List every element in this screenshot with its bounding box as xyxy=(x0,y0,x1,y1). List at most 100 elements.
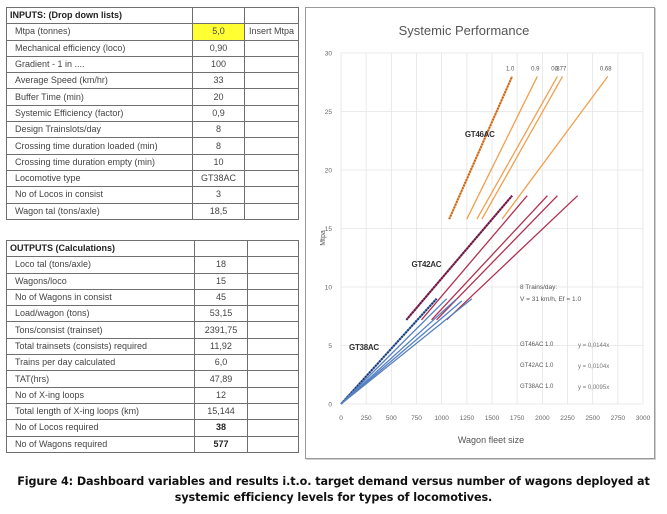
row-label: Crossing time duration empty (min) xyxy=(7,154,193,170)
header-empty-cell xyxy=(247,241,298,257)
note-cell: Insert Mtpa xyxy=(244,24,298,40)
row-label: Mtpa (tonnes) xyxy=(7,24,193,40)
row-label: Systemic Efficiency (factor) xyxy=(7,105,193,121)
empty-cell xyxy=(247,257,298,273)
table-row: Total trainsets (consists) required11,92 xyxy=(7,338,299,354)
table-row: Wagon tal (tons/axle)18,5 xyxy=(7,203,299,219)
row-label: No of Wagons required xyxy=(7,436,195,452)
caption-line-1: Figure 4: Dashboard variables and result… xyxy=(0,474,667,490)
table-row: Locomotive typeGT38AC xyxy=(7,170,299,186)
empty-cell xyxy=(247,338,298,354)
row-label: Crossing time duration loaded (min) xyxy=(7,138,193,154)
table-row: Wagons/loco15 xyxy=(7,273,299,289)
x-tick-label: 3000 xyxy=(636,415,651,422)
input-value-cell[interactable]: 100 xyxy=(193,56,245,72)
row-label: Gradient - 1 in .... xyxy=(7,56,193,72)
table-row: No of Locos required38 xyxy=(7,420,299,436)
header-empty-cell xyxy=(244,8,298,24)
output-value-cell: 12 xyxy=(195,387,248,403)
series-line-gt46ac-0-77 xyxy=(482,76,563,219)
row-label: Trains per day calculated xyxy=(7,355,195,371)
x-tick-label: 500 xyxy=(386,415,397,422)
y-tick-label: 20 xyxy=(325,168,333,175)
y-tick-label: 5 xyxy=(328,343,332,350)
input-value-cell[interactable]: 3 xyxy=(193,187,245,203)
x-tick-label: 1750 xyxy=(510,415,525,422)
table-row: Design Trainslots/day8 xyxy=(7,122,299,138)
y-tick-label: 30 xyxy=(325,51,333,58)
empty-cell xyxy=(247,387,298,403)
figure-caption: Figure 4: Dashboard variables and result… xyxy=(0,474,667,506)
input-value-cell[interactable]: 0,9 xyxy=(193,105,245,121)
input-value-cell[interactable]: 10 xyxy=(193,154,245,170)
table-row: Total length of X-ing loops (km)15,144 xyxy=(7,403,299,419)
note-line-1: 8 Trains/day: xyxy=(520,284,557,291)
output-value-cell: 6,0 xyxy=(195,355,248,371)
y-tick-label: 0 xyxy=(328,402,332,409)
x-tick-label: 1000 xyxy=(434,415,449,422)
chart-title: Systemic Performance xyxy=(399,23,530,38)
output-value-cell: 15,144 xyxy=(195,403,248,419)
efficiency-label: 1.0 xyxy=(506,66,515,72)
empty-cell xyxy=(247,436,298,452)
row-label: Load/wagon (tons) xyxy=(7,306,195,322)
input-value-cell[interactable]: 0,90 xyxy=(193,40,245,56)
table-header: OUTPUTS (Calculations) xyxy=(7,241,195,257)
table-row: Crossing time duration empty (min)10 xyxy=(7,154,299,170)
efficiency-label: 0.68 xyxy=(600,66,612,72)
row-label: Locomotive type xyxy=(7,170,193,186)
series-line-gt38ac-0-77 xyxy=(341,301,462,404)
row-label: Design Trainslots/day xyxy=(7,122,193,138)
y-axis-title: Mtpa xyxy=(320,230,327,246)
row-label: Average Speed (km/hr) xyxy=(7,73,193,89)
efficiency-label: 0.77 xyxy=(555,66,567,72)
input-value-cell[interactable]: 20 xyxy=(193,89,245,105)
output-value-cell: 47,89 xyxy=(195,371,248,387)
empty-cell xyxy=(244,40,298,56)
output-value-cell: 2391,75 xyxy=(195,322,248,338)
empty-cell xyxy=(247,322,298,338)
inputs-table: INPUTS: (Drop down lists)Mtpa (tonnes)5,… xyxy=(6,7,299,220)
row-label: No of Wagons in consist xyxy=(7,289,195,305)
output-value-cell: 38 xyxy=(195,420,248,436)
row-label: Total length of X-ing loops (km) xyxy=(7,403,195,419)
x-tick-label: 2250 xyxy=(560,415,575,422)
table-row: Tons/consist (trainset)2391,75 xyxy=(7,322,299,338)
table-row: Systemic Efficiency (factor)0,9 xyxy=(7,105,299,121)
input-value-cell[interactable]: 33 xyxy=(193,73,245,89)
empty-cell xyxy=(244,73,298,89)
table-row: Mechanical efficiency (loco)0,90 xyxy=(7,40,299,56)
x-axis-title: Wagon fleet size xyxy=(458,435,524,445)
row-label: Tons/consist (trainset) xyxy=(7,322,195,338)
input-value-cell[interactable]: 8 xyxy=(193,138,245,154)
table-row: Mtpa (tonnes)5,0Insert Mtpa xyxy=(7,24,299,40)
output-value-cell: 53,15 xyxy=(195,306,248,322)
chart-panel: Systemic Performance 0250500750100012501… xyxy=(305,7,655,459)
input-value-cell[interactable]: GT38AC xyxy=(193,170,245,186)
group-label: GT42AC xyxy=(411,260,441,269)
empty-cell xyxy=(247,289,298,305)
equation-series-label: GT38AC 1.0 xyxy=(520,384,554,390)
header-empty-cell xyxy=(195,241,248,257)
table-row: No of Wagons required577 xyxy=(7,436,299,452)
input-value-cell[interactable]: 18,5 xyxy=(193,203,245,219)
header-empty-cell xyxy=(193,8,245,24)
y-tick-label: 10 xyxy=(325,285,333,292)
x-tick-label: 250 xyxy=(361,415,372,422)
table-row: Loco tal (tons/axle)18 xyxy=(7,257,299,273)
empty-cell xyxy=(247,306,298,322)
equation-text: y = 0,0104x xyxy=(578,364,609,370)
empty-cell xyxy=(244,89,298,105)
row-label: Total trainsets (consists) required xyxy=(7,338,195,354)
table-row: No of X-ing loops12 xyxy=(7,387,299,403)
empty-cell xyxy=(244,138,298,154)
output-value-cell: 45 xyxy=(195,289,248,305)
empty-cell xyxy=(244,170,298,186)
row-label: No of Locos required xyxy=(7,420,195,436)
input-value-cell[interactable]: 8 xyxy=(193,122,245,138)
x-tick-label: 2500 xyxy=(585,415,600,422)
equation-series-label: GT46AC 1.0 xyxy=(520,342,554,348)
row-label: Wagon tal (tons/axle) xyxy=(7,203,193,219)
group-label: GT38AC xyxy=(349,343,379,352)
input-value-cell[interactable]: 5,0 xyxy=(193,24,245,40)
